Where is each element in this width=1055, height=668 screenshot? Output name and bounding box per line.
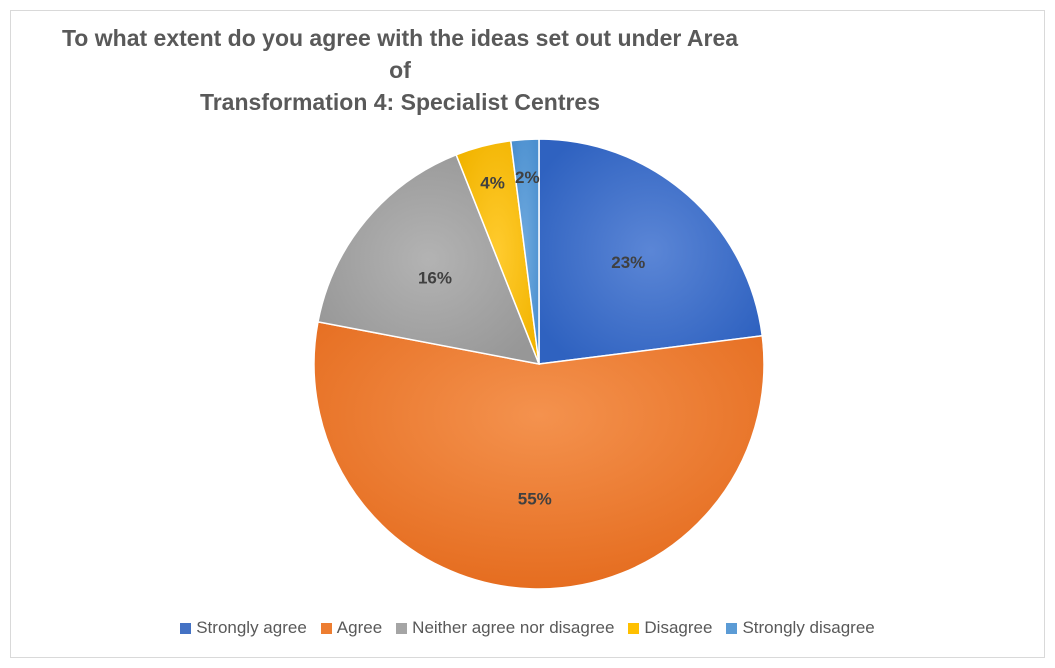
pie-slice-neither-agree-nor-disagree <box>317 153 541 365</box>
legend-label: Strongly disagree <box>742 618 875 637</box>
chart-title-line-2: Transformation 4: Specialist Centres <box>199 89 601 115</box>
legend-item-agree: Agree <box>320 618 383 638</box>
chart-legend: Strongly agree Agree Neither agree nor dis… <box>0 618 1055 638</box>
legend-swatch <box>628 622 640 634</box>
legend-item-strongly-agree: Strongly agree <box>180 618 307 638</box>
legend-item-neither-agree-nor-disagree: Neither agree nor disagree <box>396 618 614 638</box>
legend-label: Disagree <box>644 618 713 637</box>
data-label-strongly-disagree: 2% <box>515 168 540 187</box>
data-label-disagree: 4% <box>480 174 505 193</box>
chart-title: To what extent do you agree with the ide… <box>60 22 740 118</box>
chart-title-line-1: To what extent do you agree with the ide… <box>61 25 739 83</box>
legend-swatch <box>726 622 738 634</box>
legend-label: Strongly agree <box>196 618 307 637</box>
legend-swatch <box>320 622 332 634</box>
data-label-neither-agree-nor-disagree: 16% <box>418 268 452 287</box>
legend-item-disagree: Disagree <box>628 618 712 638</box>
legend-label: Neither agree nor disagree <box>412 618 615 637</box>
data-label-agree: 55% <box>518 489 552 508</box>
pie-slice-strongly-agree <box>538 138 764 365</box>
pie-slice-strongly-disagree <box>509 138 540 365</box>
legend-swatch <box>180 622 192 634</box>
legend-item-strongly-disagree: Strongly disagree <box>726 618 875 638</box>
legend-swatch <box>396 622 408 634</box>
pie-slice-agree <box>313 320 765 590</box>
legend-label: Agree <box>336 618 383 637</box>
data-label-strongly-agree: 23% <box>611 253 645 272</box>
